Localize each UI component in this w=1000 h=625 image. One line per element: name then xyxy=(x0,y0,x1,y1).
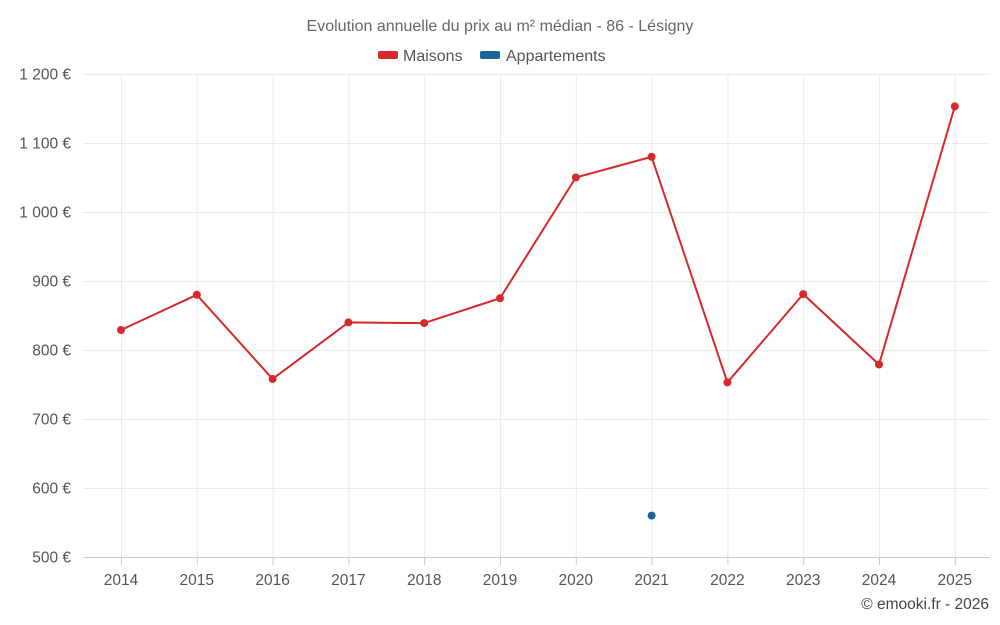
x-tick-label: 2019 xyxy=(483,572,517,589)
legend-swatch-appartements xyxy=(480,51,500,59)
data-point-appartements-2021[interactable] xyxy=(647,511,656,520)
x-axis: 2014 2015 2016 2017 2018 2019 2020 2021 2022 2023… xyxy=(104,557,972,589)
legend[interactable]: Maisons Appartements xyxy=(378,48,606,65)
data-point-maisons-2022[interactable] xyxy=(723,378,732,387)
data-point-maisons-2014[interactable] xyxy=(117,325,125,334)
x-tick-label: 2021 xyxy=(634,572,668,589)
data-point-maisons-2017[interactable] xyxy=(344,318,353,327)
legend-item-appartements[interactable]: Appartements xyxy=(480,48,606,65)
data-point-maisons-2025[interactable] xyxy=(950,102,959,111)
credit-text: © emooki.fr - 2026 xyxy=(861,596,989,613)
x-tick-label: 2014 xyxy=(104,572,139,589)
x-tick-label: 2016 xyxy=(255,572,289,589)
series xyxy=(117,102,959,520)
y-tick-label: 1 200 € xyxy=(19,67,71,84)
series-line-maisons xyxy=(120,106,956,384)
y-tick-label: 500 € xyxy=(32,550,71,567)
data-point-maisons-2016[interactable] xyxy=(268,374,277,383)
x-tick-label: 2025 xyxy=(938,572,972,589)
legend-label-maisons: Maisons xyxy=(403,48,463,65)
legend-swatch-maisons xyxy=(378,51,398,59)
series-maisons xyxy=(117,102,959,387)
data-point-maisons-2018[interactable] xyxy=(420,319,429,328)
y-tick-label: 600 € xyxy=(32,481,71,498)
y-axis: 500 € 600 € 700 € 800 € 900 € 1 000 € 1 100 € 1… xyxy=(19,67,71,567)
y-tick-label: 1 100 € xyxy=(19,136,71,153)
data-point-maisons-2023[interactable] xyxy=(799,290,808,299)
series-appartements xyxy=(647,511,656,520)
x-tick-label: 2024 xyxy=(862,572,897,589)
data-point-maisons-2021[interactable] xyxy=(647,152,656,161)
data-point-maisons-2024[interactable] xyxy=(875,360,883,369)
data-point-maisons-2015[interactable] xyxy=(192,290,201,299)
y-tick-label: 700 € xyxy=(32,412,71,429)
y-tick-label: 900 € xyxy=(32,274,71,291)
legend-label-appartements: Appartements xyxy=(506,48,606,65)
y-tick-label: 1 000 € xyxy=(19,205,71,222)
x-tick-label: 2023 xyxy=(786,572,820,589)
chart-title: Evolution annuelle du prix au m² médian … xyxy=(307,18,694,35)
x-tick-label: 2020 xyxy=(559,572,594,589)
x-tick-label: 2015 xyxy=(180,572,214,589)
data-point-maisons-2020[interactable] xyxy=(571,173,580,182)
x-tick-label: 2022 xyxy=(710,572,744,589)
legend-item-maisons[interactable]: Maisons xyxy=(378,48,463,65)
y-tick-label: 800 € xyxy=(32,343,71,360)
data-point-maisons-2019[interactable] xyxy=(496,294,504,303)
x-tick-label: 2018 xyxy=(407,572,441,589)
x-tick-label: 2017 xyxy=(331,572,365,589)
grid xyxy=(83,74,990,557)
